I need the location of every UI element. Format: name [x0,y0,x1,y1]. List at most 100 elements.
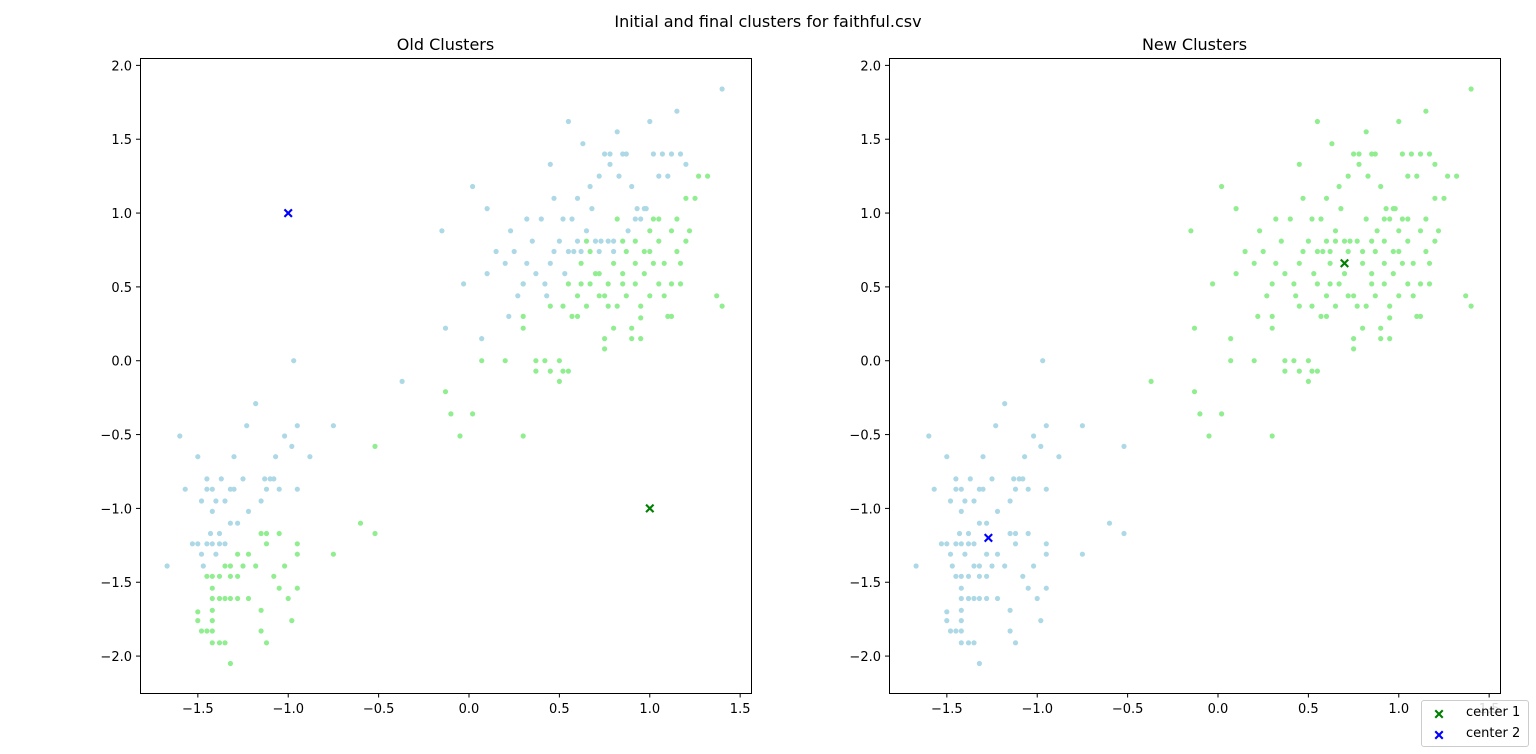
data-point-1 [1314,118,1320,125]
data-point-1 [457,433,463,439]
data-point-2 [962,498,968,504]
data-point-1 [240,563,246,569]
data-point-2 [484,206,490,212]
data-point-2 [574,195,581,201]
data-point-1 [683,238,689,244]
data-point-2 [965,541,972,547]
x-tick-label: 0.5 [549,702,570,717]
data-point-1 [1372,151,1378,157]
data-point-1 [1405,238,1411,244]
data-point-1 [235,573,241,579]
data-point-1 [1468,303,1474,309]
data-point-1 [372,443,378,449]
data-point-1 [1251,358,1257,364]
data-point-1 [1260,248,1266,255]
data-point-1 [1445,173,1451,179]
data-point-1 [1269,433,1275,439]
x-tick-label: 0.0 [1208,702,1229,717]
center-2-marker [983,533,993,543]
data-point-2 [571,248,577,255]
data-point-2 [198,551,205,557]
data-point-1 [195,618,201,624]
data-point-1 [583,238,590,244]
data-point-2 [984,595,990,602]
y-tick-label: 2.0 [860,59,881,74]
data-point-1 [1360,260,1366,266]
data-point-2 [596,173,602,179]
y-tick-label: −1.0 [100,502,132,517]
data-point-1 [1233,271,1239,277]
y-tick-label: −0.5 [100,429,132,444]
data-point-2 [956,530,963,537]
data-point-2 [213,498,219,504]
data-point-1 [1296,368,1302,374]
data-point-2 [218,476,224,482]
data-point-1 [1363,303,1369,309]
data-point-1 [1463,293,1469,299]
data-point-1 [1228,358,1234,364]
data-point-1 [222,563,228,569]
data-point-2 [931,486,937,492]
data-point-2 [994,551,1001,557]
data-point-1 [372,530,378,537]
data-point-1 [1369,281,1375,287]
y-tick-label: 0.0 [860,355,881,370]
data-point-1 [1387,315,1393,321]
data-point-1 [1399,260,1405,266]
data-point-2 [944,618,950,624]
data-point-1 [1399,151,1405,157]
data-point-2 [198,498,205,504]
data-point-1 [1296,260,1302,266]
data-point-1 [1191,325,1198,331]
data-point-2 [1012,530,1019,537]
data-point-2 [551,195,557,201]
data-point-1 [1191,389,1198,395]
data-point-2 [1020,476,1026,482]
data-point-1 [209,585,215,591]
data-point-1 [1327,248,1333,255]
data-point-1 [1378,325,1384,331]
data-point-1 [587,281,593,287]
data-point-2 [207,530,214,537]
data-point-1 [1387,303,1393,309]
data-point-1 [1305,358,1311,364]
data-point-1 [650,260,657,266]
data-point-1 [661,260,667,266]
data-point-1 [1356,161,1362,167]
data-point-1 [674,216,680,222]
x-tick-label: 0.5 [1298,702,1319,717]
data-point-2 [976,660,983,667]
data-point-1 [1318,313,1324,319]
data-point-2 [484,271,490,277]
data-point-2 [947,628,954,634]
x-tick-label: 1.5 [730,702,751,717]
data-point-2 [1043,585,1049,591]
data-point-1 [668,228,675,234]
data-point-2 [1022,454,1028,460]
data-point-1 [1417,228,1424,234]
data-point-2 [913,563,919,569]
data-point-1 [1396,248,1402,255]
y-tick-label: 0.0 [111,355,132,370]
data-point-1 [216,640,223,646]
data-point-2 [551,248,557,255]
data-point-2 [209,508,215,514]
data-point-1 [1347,238,1353,244]
data-point-2 [958,541,964,547]
data-point-2 [989,476,995,482]
data-point-1 [1287,216,1293,222]
data-point-1 [1188,228,1194,234]
y-tick-label: 1.0 [111,207,132,222]
data-point-1 [1309,216,1315,222]
data-point-2 [177,433,183,439]
data-point-1 [556,378,563,384]
data-point-2 [578,248,584,255]
data-point-1 [357,520,364,526]
data-point-2 [993,423,999,429]
data-point-1 [1369,271,1375,277]
data-point-2 [659,151,666,157]
data-point-2 [271,476,277,482]
data-point-2 [1043,541,1049,547]
data-point-1 [198,628,205,634]
data-point-2 [524,260,530,266]
